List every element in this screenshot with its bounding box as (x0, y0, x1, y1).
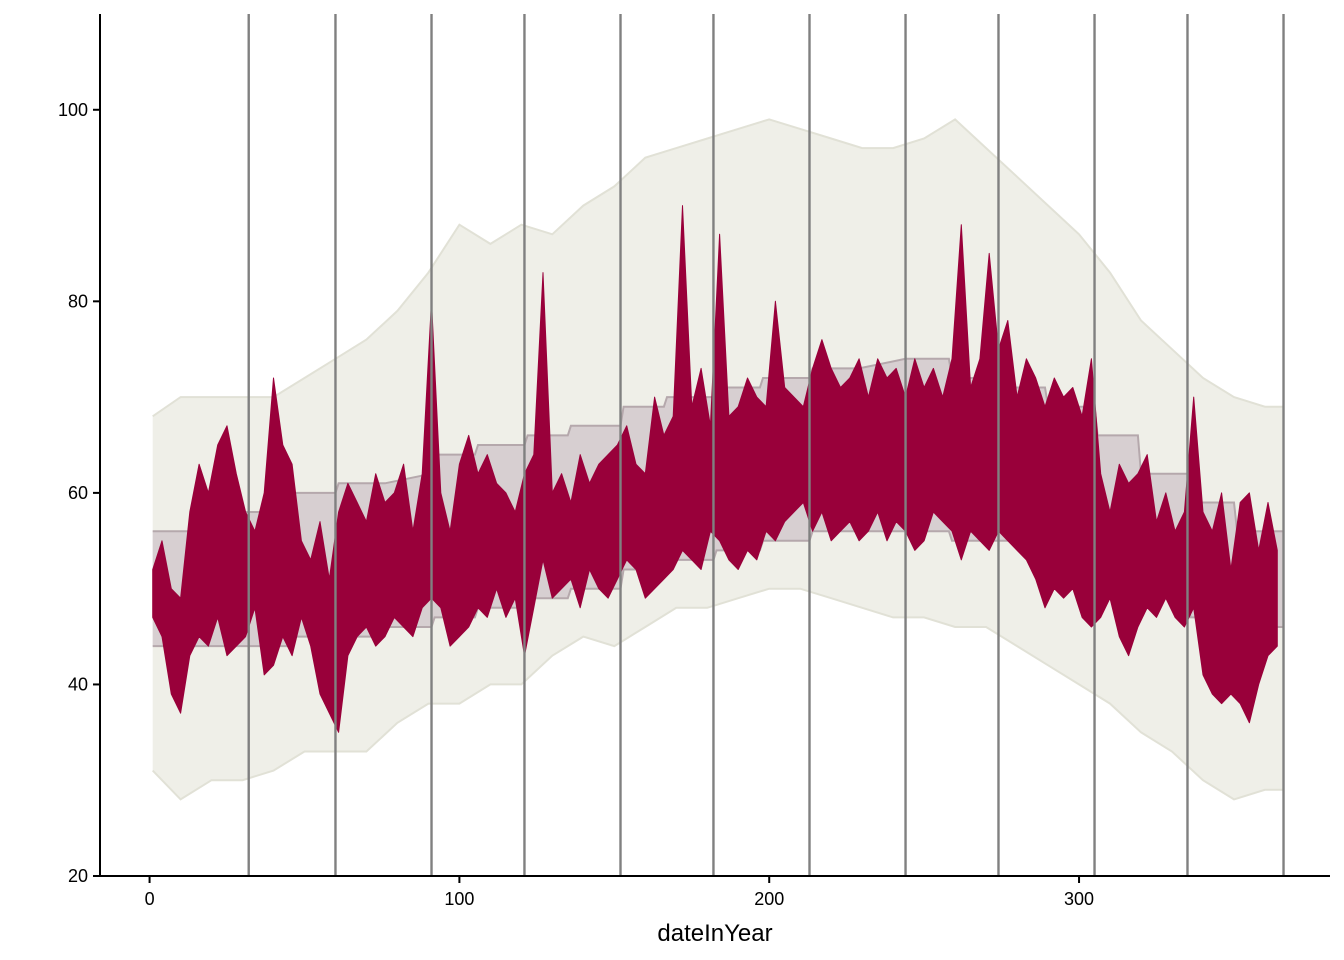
x-axis-title: dateInYear (657, 920, 772, 947)
actual-range-band (152, 205, 1278, 733)
record-low-line (151, 587, 1284, 801)
y-tick-label: 20 (68, 866, 88, 886)
x-ticks: 0 100 200 300 (145, 876, 1094, 909)
x-tick-label: 100 (444, 889, 474, 909)
x-tick-label: 200 (754, 889, 784, 909)
actual-range-layer (152, 205, 1278, 733)
y-ticks: 20 40 60 80 100 (58, 100, 100, 886)
axes (99, 14, 1330, 877)
y-tick-label: 40 (68, 674, 88, 694)
y-tick-label: 60 (68, 483, 88, 503)
x-tick-label: 300 (1064, 889, 1094, 909)
x-tick-label: 0 (145, 889, 155, 909)
y-tick-label: 80 (68, 291, 88, 311)
record-high-line (152, 118, 1284, 418)
y-tick-label: 100 (58, 100, 88, 120)
month-lines-layer (247, 14, 1285, 876)
